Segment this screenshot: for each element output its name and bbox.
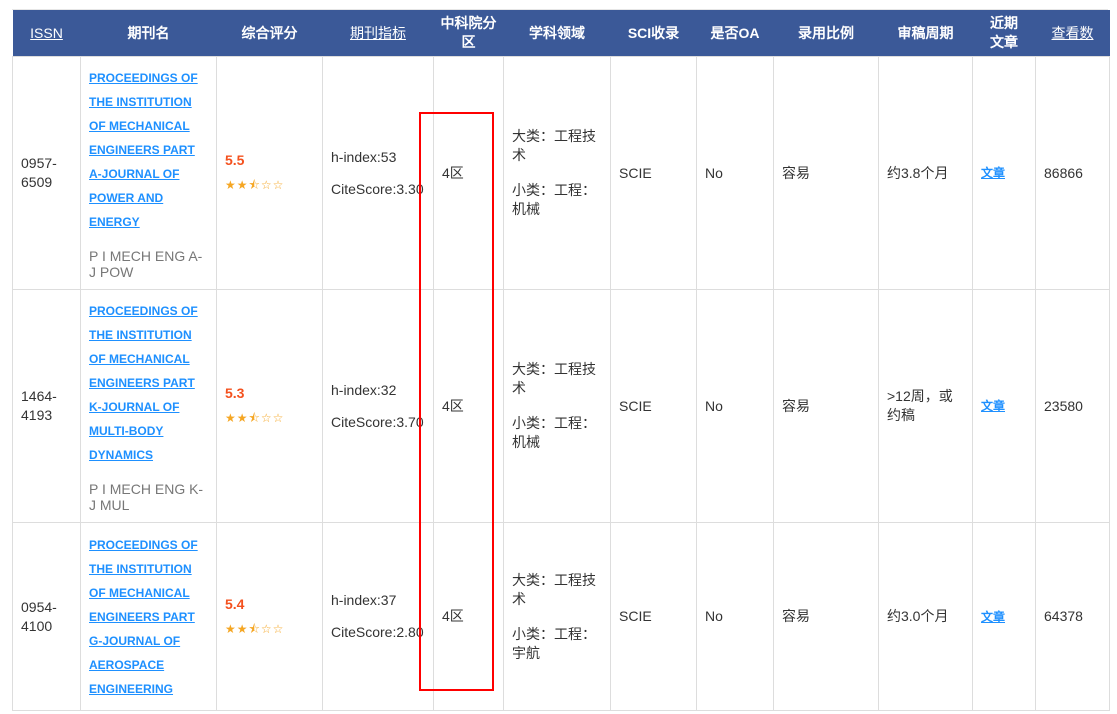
star-rating-icon: ★★⯪☆☆ bbox=[225, 411, 285, 425]
top-divider bbox=[12, 9, 1108, 10]
journal-name-link[interactable]: OF MECHANICAL bbox=[89, 352, 190, 366]
journal-name-link[interactable]: ENGINEERS PART bbox=[89, 376, 195, 390]
field-cell: 大类：工程技术 小类：工程：宇航 bbox=[503, 522, 611, 711]
views-cell: 23580 bbox=[1035, 289, 1110, 523]
metrics-cell: h-index:32 CiteScore:3.70 bbox=[322, 289, 434, 523]
oa-cell: No bbox=[696, 522, 774, 711]
header-views[interactable]: 查看数 bbox=[1035, 10, 1110, 57]
accept-cell: 容易 bbox=[773, 289, 879, 523]
recent-cell: 文章 bbox=[972, 289, 1036, 523]
h-index: h-index:37 bbox=[331, 592, 397, 608]
views-cell: 86866 bbox=[1035, 56, 1110, 290]
minor-category: 小类：工程：机械 bbox=[512, 182, 596, 217]
journal-name-link[interactable]: PROCEEDINGS OF bbox=[89, 537, 198, 552]
journal-name-link[interactable]: OF MECHANICAL bbox=[89, 119, 190, 133]
journal-name-link[interactable]: AEROSPACE bbox=[89, 657, 165, 672]
issn-cell: 0954-4100 bbox=[12, 522, 81, 711]
journal-name-link[interactable]: ENGINEERS PART bbox=[89, 143, 195, 157]
journal-name-link[interactable]: G-JOURNAL OF bbox=[89, 633, 181, 648]
minor-category: 小类：工程：机械 bbox=[512, 415, 596, 450]
rating-cell: 5.3 ★★⯪☆☆ bbox=[216, 289, 323, 523]
header-cas: 中科院分区 bbox=[433, 10, 504, 57]
journal-name-link[interactable]: DYNAMICS bbox=[89, 448, 154, 462]
major-category: 大类：工程技术 bbox=[512, 571, 596, 607]
journal-name-cell: PROCEEDINGS OF THE INSTITUTION OF MECHANIC… bbox=[80, 56, 217, 290]
header-metrics[interactable]: 期刊指标 bbox=[322, 10, 434, 57]
major-category: 大类：工程技术 bbox=[512, 361, 596, 396]
sci-cell: SCIE bbox=[610, 56, 697, 290]
header-field: 学科领域 bbox=[503, 10, 611, 57]
journal-name-cell: PROCEEDINGS OF THE INSTITUTION OF MECHANIC… bbox=[80, 522, 217, 711]
review-cell: 约3.0个月 bbox=[878, 522, 973, 711]
oa-cell: No bbox=[696, 289, 774, 523]
h-index: h-index:32 bbox=[331, 381, 397, 398]
field-cell: 大类：工程技术 小类：工程：机械 bbox=[503, 56, 611, 290]
header-name: 期刊名 bbox=[80, 10, 217, 57]
oa-cell: No bbox=[696, 56, 774, 290]
header-issn[interactable]: ISSN bbox=[12, 10, 81, 57]
rating-cell: 5.4 ★★⯪☆☆ bbox=[216, 522, 323, 711]
journal-name-link[interactable]: PROCEEDINGS OF bbox=[89, 71, 198, 85]
journal-name-link[interactable]: OF MECHANICAL bbox=[89, 585, 190, 600]
views-cell: 64378 bbox=[1035, 522, 1110, 711]
journal-name-link[interactable]: ENERGY bbox=[89, 215, 140, 229]
cas-cell: 4区 bbox=[433, 289, 504, 523]
header-sci: SCI收录 bbox=[610, 10, 697, 57]
table-row: 1464-4193 PROCEEDINGS OF THE INSTITUTION O… bbox=[12, 289, 1110, 523]
sci-cell: SCIE bbox=[610, 289, 697, 523]
journal-name-cell: PROCEEDINGS OF THE INSTITUTION OF MECHANIC… bbox=[80, 289, 217, 523]
table-header: ISSN 期刊名 综合评分 期刊指标 中科院分区 学科领域 SCI收录 是否OA… bbox=[12, 10, 1110, 57]
issn-cell: 1464-4193 bbox=[12, 289, 81, 523]
journal-name-link[interactable]: THE INSTITUTION bbox=[89, 561, 192, 576]
journal-abbr: P I MECH ENG A-J POW bbox=[89, 248, 203, 280]
recent-cell: 文章 bbox=[972, 56, 1036, 290]
citescore: CiteScore:3.30 bbox=[331, 180, 424, 197]
journal-abbr: P I MECH ENG K-J MUL bbox=[89, 481, 204, 513]
metrics-cell: h-index:37 CiteScore:2.80 bbox=[322, 522, 434, 711]
journal-name-link[interactable]: THE INSTITUTION bbox=[89, 328, 192, 342]
review-cell: >12周，或约稿 bbox=[878, 289, 973, 523]
header-review: 审稿周期 bbox=[878, 10, 973, 57]
journal-name-link[interactable]: K-JOURNAL OF bbox=[89, 400, 180, 414]
h-index: h-index:53 bbox=[331, 148, 397, 165]
accept-cell: 容易 bbox=[773, 56, 879, 290]
accept-cell: 容易 bbox=[773, 522, 879, 711]
journal-name-link[interactable]: THE INSTITUTION bbox=[89, 95, 192, 109]
review-cell: 约3.8个月 bbox=[878, 56, 973, 290]
score: 5.4 bbox=[225, 595, 245, 612]
cas-cell: 4区 bbox=[433, 56, 504, 290]
score: 5.5 bbox=[225, 152, 245, 168]
header-oa: 是否OA bbox=[696, 10, 774, 57]
issn-cell: 0957-6509 bbox=[12, 56, 81, 290]
field-cell: 大类：工程技术 小类：工程：机械 bbox=[503, 289, 611, 523]
recent-cell: 文章 bbox=[972, 522, 1036, 711]
citescore: CiteScore:2.80 bbox=[331, 624, 424, 640]
sci-cell: SCIE bbox=[610, 522, 697, 711]
metrics-cell: h-index:53 CiteScore:3.30 bbox=[322, 56, 434, 290]
journal-table: ISSN 期刊名 综合评分 期刊指标 中科院分区 学科领域 SCI收录 是否OA… bbox=[12, 10, 1110, 711]
star-rating-icon: ★★⯪☆☆ bbox=[225, 621, 285, 636]
score: 5.3 bbox=[225, 385, 245, 401]
cas-cell: 4区 bbox=[433, 522, 504, 711]
rating-cell: 5.5 ★★⯪☆☆ bbox=[216, 56, 323, 290]
star-rating-icon: ★★⯪☆☆ bbox=[225, 178, 285, 192]
header-recent: 近期文章 bbox=[972, 10, 1036, 57]
recent-articles-link[interactable]: 文章 bbox=[981, 166, 1006, 180]
journal-name-link[interactable]: PROCEEDINGS OF bbox=[89, 304, 198, 318]
major-category: 大类：工程技术 bbox=[512, 128, 596, 163]
header-accept: 录用比例 bbox=[773, 10, 879, 57]
citescore: CiteScore:3.70 bbox=[331, 413, 424, 430]
header-rating: 综合评分 bbox=[216, 10, 323, 57]
recent-articles-link[interactable]: 文章 bbox=[981, 399, 1006, 413]
journal-name-link[interactable]: ENGINEERING bbox=[89, 681, 174, 696]
minor-category: 小类：工程：宇航 bbox=[512, 625, 596, 661]
journal-name-link[interactable]: ENGINEERS PART bbox=[89, 609, 195, 624]
table-row: 0954-4100 PROCEEDINGS OF THE INSTITUTION O… bbox=[12, 522, 1110, 711]
table-row: 0957-6509 PROCEEDINGS OF THE INSTITUTION O… bbox=[12, 56, 1110, 290]
recent-articles-link[interactable]: 文章 bbox=[981, 609, 1006, 624]
journal-name-link[interactable]: A-JOURNAL OF bbox=[89, 167, 180, 181]
journal-name-link[interactable]: MULTI-BODY bbox=[89, 424, 164, 438]
journal-name-link[interactable]: POWER AND bbox=[89, 191, 164, 205]
